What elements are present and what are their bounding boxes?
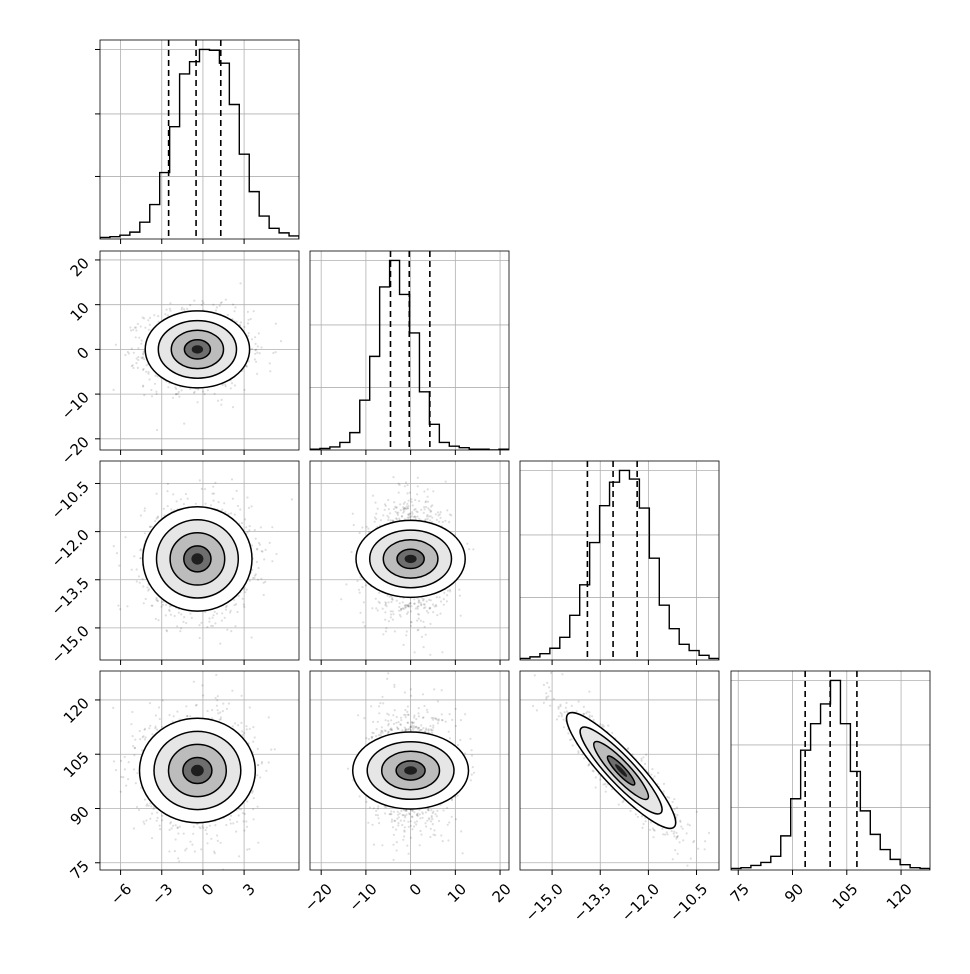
scatter-panel-3-2: [520, 671, 719, 875]
x-tick-label: −3: [148, 880, 176, 908]
contour-level: [191, 553, 203, 564]
scatter-panel-3-1: [310, 660, 509, 875]
scatter-panel-1-0: [91, 251, 299, 455]
histogram-panel-3: [731, 671, 930, 875]
scatter-panel-3-0: [95, 671, 299, 875]
axes-frame: [310, 251, 509, 450]
y-tick-label: −10.5: [48, 478, 93, 523]
y-tick-label: 10: [67, 299, 93, 325]
x-tick-label: 105: [829, 880, 862, 913]
x-tick-label: −15.0: [522, 880, 567, 925]
x-tick-label: 0: [198, 880, 217, 899]
x-tick-label: 120: [883, 880, 916, 913]
x-tick-label: 10: [444, 880, 470, 906]
y-tick-label: 105: [60, 748, 93, 781]
histogram-step: [520, 470, 719, 660]
y-tick-label: −15.0: [48, 622, 93, 667]
contour-level: [404, 766, 417, 774]
y-tick-label: −13.5: [48, 574, 93, 619]
scatter-panel-2-1: [310, 461, 509, 665]
x-tick-label: 3: [239, 880, 258, 899]
density-contours: [555, 702, 687, 839]
x-tick-label: −10.5: [666, 880, 711, 925]
x-tick-label: −13.5: [570, 880, 615, 925]
x-tick-label: −6: [107, 880, 135, 908]
y-tick-label: −20: [58, 433, 93, 468]
contour-level: [405, 555, 417, 563]
x-tick-label: 20: [489, 880, 515, 906]
x-tick-label: −10: [346, 880, 381, 915]
y-tick-label: 75: [67, 857, 93, 883]
density-contours: [140, 718, 256, 822]
y-tick-label: 90: [67, 803, 93, 829]
histogram-panel-0: [95, 40, 299, 244]
contour-level: [191, 765, 204, 776]
x-tick-label: 90: [781, 880, 807, 906]
x-tick-label: 0: [406, 880, 425, 899]
contour-level: [192, 345, 203, 353]
axes-frame: [100, 40, 299, 239]
y-tick-label: 20: [67, 254, 93, 280]
axes-frame: [520, 461, 719, 660]
x-tick-label: −12.0: [618, 880, 663, 925]
histogram-step: [100, 49, 299, 239]
density-contours: [353, 732, 469, 809]
y-tick-label: 120: [60, 694, 93, 727]
scatter-panel-2-0: [95, 461, 299, 665]
y-tick-label: −10: [58, 388, 93, 423]
x-tick-label: 75: [727, 880, 753, 906]
histogram-panel-2: [520, 461, 719, 665]
y-tick-label: 0: [73, 343, 92, 362]
density-contours: [145, 311, 249, 388]
x-tick-label: −20: [301, 880, 336, 915]
density-contours: [143, 507, 252, 611]
y-tick-label: −12.0: [48, 526, 93, 571]
histogram-panel-1: [310, 251, 509, 455]
density-contours: [356, 520, 465, 597]
